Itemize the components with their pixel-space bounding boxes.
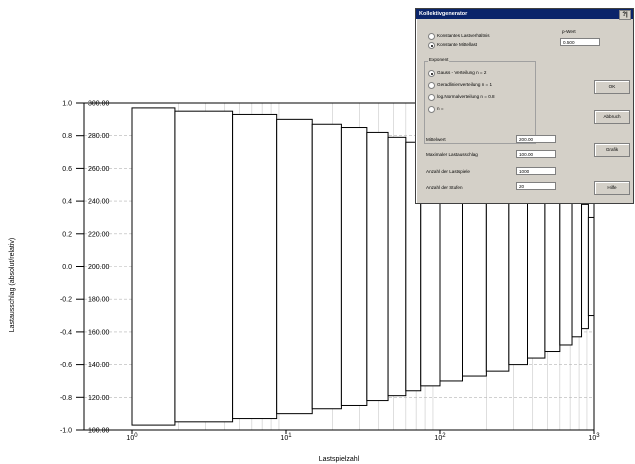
y-tick-label-absolute: 100.00 — [88, 428, 110, 435]
y-tick-label-absolute: 120.00 — [88, 395, 110, 402]
load-step-bar — [366, 131, 389, 402]
y-tick-label-relative: 0.2 — [62, 231, 72, 238]
load-step-bar — [232, 113, 278, 420]
load-step-bar — [587, 216, 595, 317]
lognormal-radio[interactable] — [428, 94, 435, 101]
y-tick-label-relative: -0.4 — [60, 329, 72, 336]
y-tick-label-relative: -0.8 — [60, 395, 72, 402]
exponent-group — [424, 61, 536, 144]
x-tick-label: 103 — [588, 433, 600, 442]
p-value-input[interactable]: 0.500 — [560, 38, 600, 46]
y-tick-label-absolute: 300.00 — [88, 101, 110, 108]
load-step-bar — [131, 107, 176, 426]
load-step-bar — [387, 136, 407, 397]
y-tick-label-relative: -0.6 — [60, 362, 72, 369]
gauss-label: Gauss - Verteilung n = 2 — [437, 70, 487, 75]
constant-mean-radio[interactable] — [428, 42, 435, 49]
y-tick-label-relative: 1.0 — [62, 101, 72, 108]
dialog-title: Kollektivgenerator — [419, 11, 468, 17]
load-step-bar — [174, 110, 234, 423]
mean-input[interactable]: 200.00 — [516, 135, 556, 143]
gauss-radio[interactable] — [428, 70, 435, 77]
x-axis-ticks: 100 101 102 103 — [126, 430, 600, 442]
x-tick-label: 100 — [126, 433, 138, 442]
y-tick-label-absolute: 200.00 — [88, 264, 110, 271]
load-step-bar — [559, 187, 573, 346]
custom-n-label: n = — [437, 106, 444, 111]
load-step-bar — [571, 195, 583, 338]
stages-input[interactable]: 20 — [516, 182, 556, 190]
graphic-button[interactable]: Grafik — [594, 143, 630, 157]
load-steps — [131, 107, 595, 426]
collective-generator-dialog: Kollektivgenerator ?| Konstantes Lastver… — [415, 8, 634, 204]
cycles-input[interactable]: 1000 — [516, 167, 556, 175]
p-value-label: p-Wert — [562, 29, 576, 34]
max-amplitude-label: Maximaler Lastausschlag — [426, 152, 478, 157]
load-step-bar — [581, 203, 589, 330]
help-icon[interactable]: ?| — [619, 10, 631, 20]
y-tick-label-absolute: 180.00 — [88, 297, 110, 304]
constant-mean-label: Konstante Mittellast — [437, 42, 478, 47]
x-axis-label: Lastspielzahl — [319, 456, 360, 463]
ok-button[interactable]: OK — [594, 80, 630, 94]
y-tick-label-absolute: 260.00 — [88, 166, 110, 173]
cycles-label: Anzahl der Lastspiele — [426, 169, 470, 174]
stages-label: Anzahl der Stufen — [426, 185, 463, 190]
x-tick-label: 102 — [434, 433, 446, 442]
y-tick-label-absolute: 240.00 — [88, 199, 110, 206]
y-tick-label-relative: 0.4 — [62, 199, 72, 206]
linear-label: Geradlinienverteilung n = 1 — [437, 82, 493, 87]
y-axis-label: Lastausschlag (absolut/relativ) — [9, 238, 16, 333]
dialog-titlebar: Kollektivgenerator ?| — [416, 9, 633, 20]
max-amplitude-input[interactable]: 100.00 — [516, 150, 556, 158]
y-tick-label-absolute: 280.00 — [88, 133, 110, 140]
linear-radio[interactable] — [428, 82, 435, 89]
y-tick-label-relative: 0.8 — [62, 133, 72, 140]
load-step-bar — [311, 123, 342, 410]
load-step-bar — [276, 118, 313, 415]
constant-ratio-label: Konstantes Lastverhältnis — [437, 33, 490, 38]
mean-label: Mittelwert — [426, 137, 446, 142]
load-step-bar — [544, 180, 561, 353]
custom-n-radio[interactable] — [428, 106, 435, 113]
x-tick-label: 101 — [280, 433, 292, 442]
load-step-bar — [340, 127, 368, 406]
lognormal-label: log.Normalverteilung n = 0.8 — [437, 94, 495, 99]
help-button[interactable]: Hilfe — [594, 181, 630, 195]
y-tick-label-relative: -1.0 — [60, 428, 72, 435]
y-tick-label-absolute: 220.00 — [88, 231, 110, 238]
constant-ratio-radio[interactable] — [428, 33, 435, 40]
y-tick-label-relative: 0.0 — [62, 264, 72, 271]
y-tick-label-absolute: 140.00 — [88, 362, 110, 369]
y-tick-label-relative: -0.2 — [60, 297, 72, 304]
y-axis-ticks: 1.0 300.00 0.8 280.00 0.6 260.00 0.4 240.00 0.2 2… — [60, 101, 110, 435]
y-tick-label-absolute: 160.00 — [88, 329, 110, 336]
cancel-button[interactable]: Abbruch — [594, 110, 630, 124]
exponent-group-title: Exponent — [428, 57, 450, 62]
y-tick-label-relative: 0.6 — [62, 166, 72, 173]
